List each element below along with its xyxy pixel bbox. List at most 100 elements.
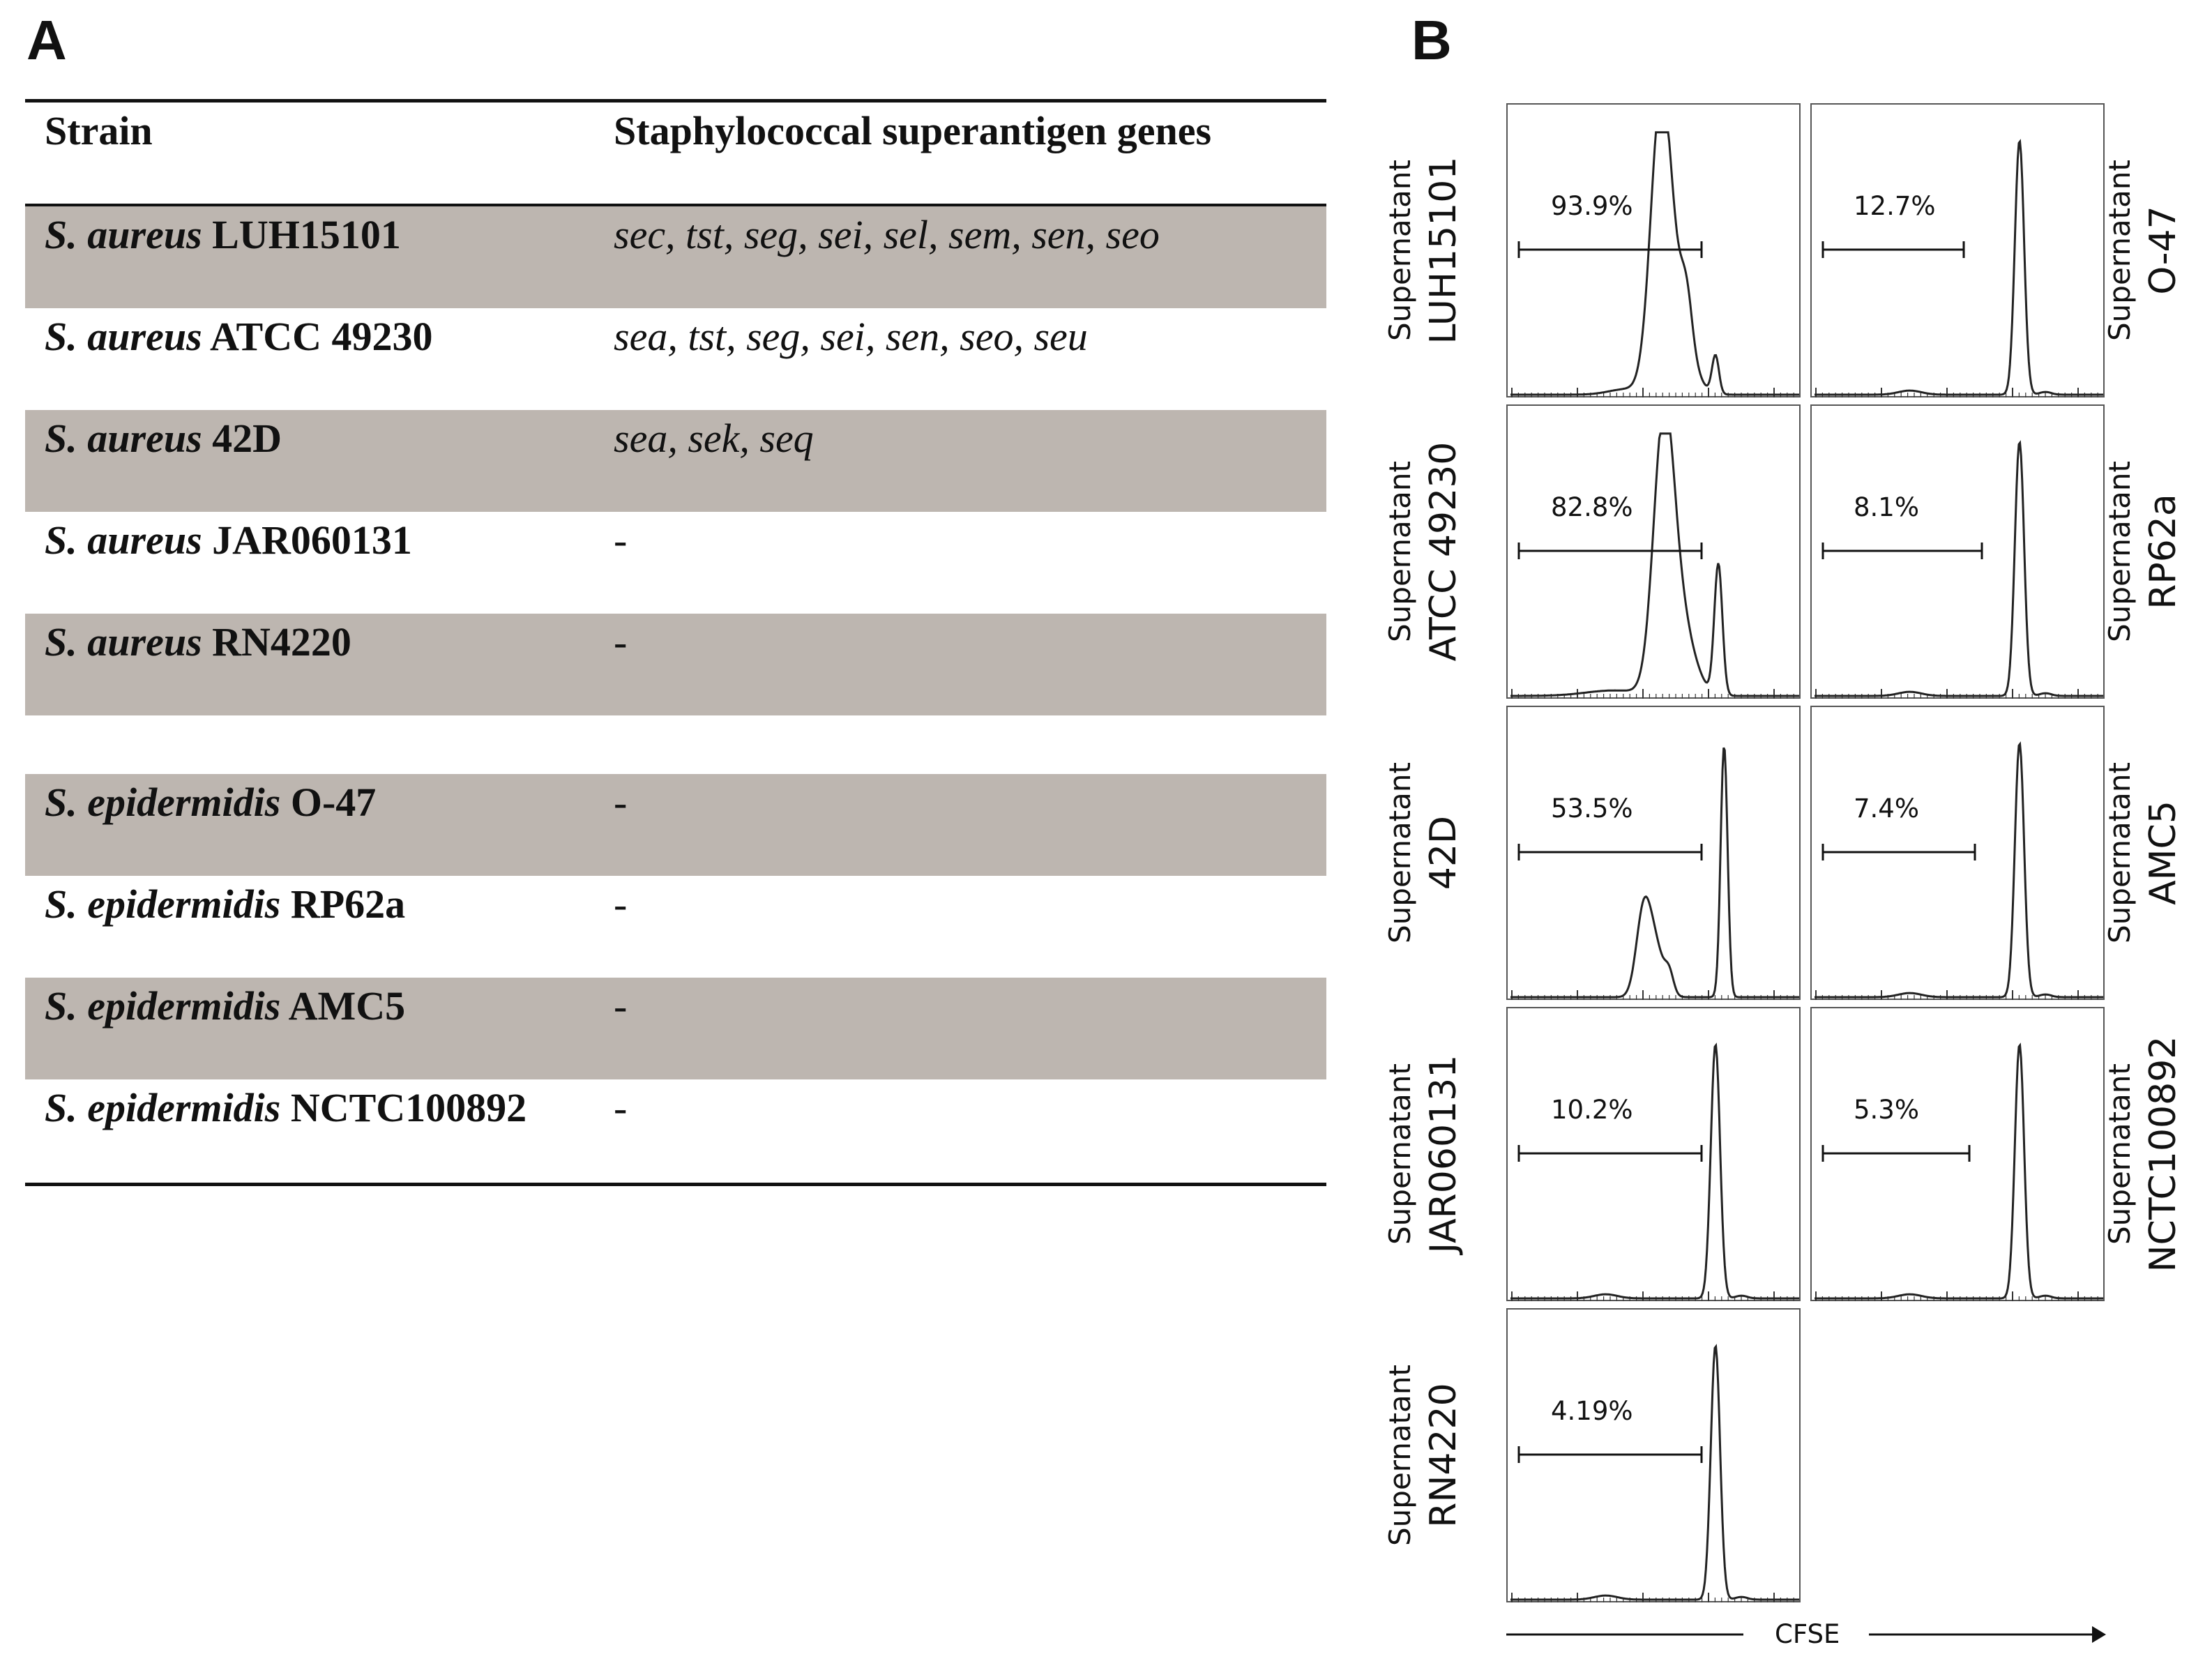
- table-row: S. aureus 42D sea, sek, seq: [25, 410, 1326, 512]
- genes-cell: -: [614, 983, 628, 1029]
- genes-cell: -: [614, 619, 628, 665]
- label-prefix: Supernatant: [2103, 461, 2137, 642]
- table-row: S. epidermidis NCTC100892 -: [25, 1079, 1326, 1181]
- label-strain: AMC5: [2142, 801, 2184, 905]
- gate-percentage: 93.9%: [1551, 191, 1633, 221]
- histogram-panel: 10.2%: [1506, 1007, 1801, 1301]
- histogram-plot: [1815, 741, 2103, 1000]
- histogram-curve: [1815, 139, 2103, 396]
- panel-row-label: Supernatant NCTC100892: [2098, 1008, 2203, 1300]
- histogram-curve: [1815, 1042, 2103, 1300]
- histogram-curve: [1510, 1344, 1799, 1601]
- panel-a-letter: A: [26, 9, 67, 71]
- histogram-curve: [1510, 1042, 1799, 1300]
- panel-row-label: Supernatant LUH15101: [1379, 104, 1483, 397]
- gate-percentage: 12.7%: [1854, 191, 1936, 221]
- strain-cell: S. epidermidis NCTC100892: [45, 1088, 527, 1128]
- gate-percentage: 4.19%: [1551, 1396, 1633, 1426]
- header-genes: Staphylococcal superantigen genes: [614, 108, 1212, 153]
- gate-marker: [1821, 1145, 1971, 1162]
- strain-name: RN4220: [202, 619, 351, 665]
- species-name: S. aureus: [45, 517, 202, 563]
- histogram-plot: [1510, 131, 1799, 397]
- axis-ticks: [1815, 1291, 2098, 1301]
- gate-percentage: 10.2%: [1551, 1095, 1633, 1125]
- label-strain: LUH15101: [1423, 156, 1464, 344]
- gate-marker: [1517, 1145, 1703, 1162]
- table-row: S. epidermidis O-47 -: [25, 774, 1326, 876]
- genes-cell: -: [614, 780, 628, 825]
- axis-ticks: [1815, 990, 2098, 1000]
- genes-cell: -: [614, 1085, 628, 1130]
- header-strain: Strain: [45, 108, 153, 153]
- strain-cell: S. epidermidis AMC5: [45, 986, 405, 1026]
- label-strain: RP62a: [2142, 494, 2184, 609]
- gate-percentage: 5.3%: [1854, 1095, 1919, 1125]
- table-row: S. aureus RN4220 -: [25, 614, 1326, 715]
- histogram-panel: 4.19%: [1506, 1308, 1801, 1602]
- genes-cell: -: [614, 881, 628, 927]
- axis-ticks: [1511, 388, 1794, 397]
- histogram-plot: [1510, 1344, 1799, 1602]
- label-strain: NCTC100892: [2142, 1036, 2184, 1273]
- histogram-plot: [1510, 432, 1799, 699]
- table-row: S. epidermidis RP62a -: [25, 876, 1326, 978]
- strain-cell: S. aureus JAR060131: [45, 520, 412, 561]
- genes-cell: sea, sek, seq: [614, 416, 814, 461]
- species-name: S. epidermidis: [45, 983, 281, 1029]
- panel-row-label: Supernatant ATCC 49230: [1379, 405, 1483, 698]
- panel-b-letter: B: [1411, 9, 1452, 71]
- axis-ticks: [1511, 1593, 1794, 1602]
- strain-cell: S. epidermidis O-47: [45, 782, 376, 823]
- axis-ticks: [1511, 1291, 1794, 1301]
- axis-ticks: [1815, 388, 2098, 397]
- genes-cell: sea, tst, seg, sei, sen, seo, seu: [614, 314, 1088, 359]
- x-axis-label: CFSE: [1775, 1619, 1840, 1649]
- gate-marker: [1517, 241, 1703, 258]
- strain-name: JAR060131: [202, 517, 412, 563]
- label-prefix: Supernatant: [2103, 1063, 2137, 1245]
- label-strain: O-47: [2142, 206, 2184, 295]
- label-strain: RN4220: [1423, 1383, 1464, 1528]
- label-strain: JAR060131: [1423, 1054, 1464, 1254]
- species-name: S. epidermidis: [45, 881, 281, 927]
- histogram-curve: [1510, 432, 1799, 697]
- strain-name: NCTC100892: [280, 1085, 527, 1130]
- histogram-plot: [1510, 747, 1799, 1000]
- gate-percentage: 82.8%: [1551, 492, 1633, 522]
- species-name: S. aureus: [45, 314, 202, 359]
- histogram-plot: [1510, 1042, 1799, 1301]
- label-prefix: Supernatant: [1383, 160, 1417, 341]
- x-axis-arrow: [1506, 1626, 2106, 1643]
- gate-marker: [1821, 844, 1976, 860]
- histogram-curve: [1510, 747, 1799, 999]
- table-row: S. epidermidis AMC5 -: [25, 978, 1326, 1079]
- gate-percentage: 7.4%: [1854, 794, 1919, 824]
- strain-name: RP62a: [280, 881, 406, 927]
- label-strain: ATCC 49230: [1423, 441, 1464, 662]
- histogram-panel: 82.8%: [1506, 404, 1801, 699]
- table-row: S. aureus LUH15101 sec, tst, seg, sei, se…: [25, 206, 1326, 308]
- label-prefix: Supernatant: [2103, 762, 2137, 943]
- panel-row-label: Supernatant RN4220: [1379, 1309, 1483, 1602]
- histogram-curve: [1510, 131, 1799, 396]
- table-bottom-rule: [25, 1183, 1326, 1186]
- gate-percentage: 53.5%: [1551, 794, 1633, 824]
- species-name: S. aureus: [45, 619, 202, 665]
- species-name: S. epidermidis: [45, 1085, 281, 1130]
- genes-cell: sec, tst, seg, sei, sel, sem, sen, seo: [614, 212, 1160, 257]
- histogram-plot: [1815, 440, 2103, 699]
- species-name: S. aureus: [45, 212, 202, 257]
- strain-cell: S. aureus ATCC 49230: [45, 317, 433, 357]
- strain-name: O-47: [280, 780, 377, 825]
- panel-row-label: Supernatant RP62a: [2098, 405, 2203, 698]
- strain-cell: S. aureus LUH15101: [45, 215, 401, 255]
- histogram-panel: 12.7%: [1810, 103, 2105, 397]
- strain-cell: S. aureus 42D: [45, 418, 282, 459]
- label-prefix: Supernatant: [1383, 1063, 1417, 1245]
- histogram-panel: 5.3%: [1810, 1007, 2105, 1301]
- label-strain: 42D: [1423, 815, 1464, 890]
- label-prefix: Supernatant: [1383, 461, 1417, 642]
- strain-cell: S. epidermidis RP62a: [45, 884, 405, 925]
- axis-ticks: [1511, 689, 1794, 699]
